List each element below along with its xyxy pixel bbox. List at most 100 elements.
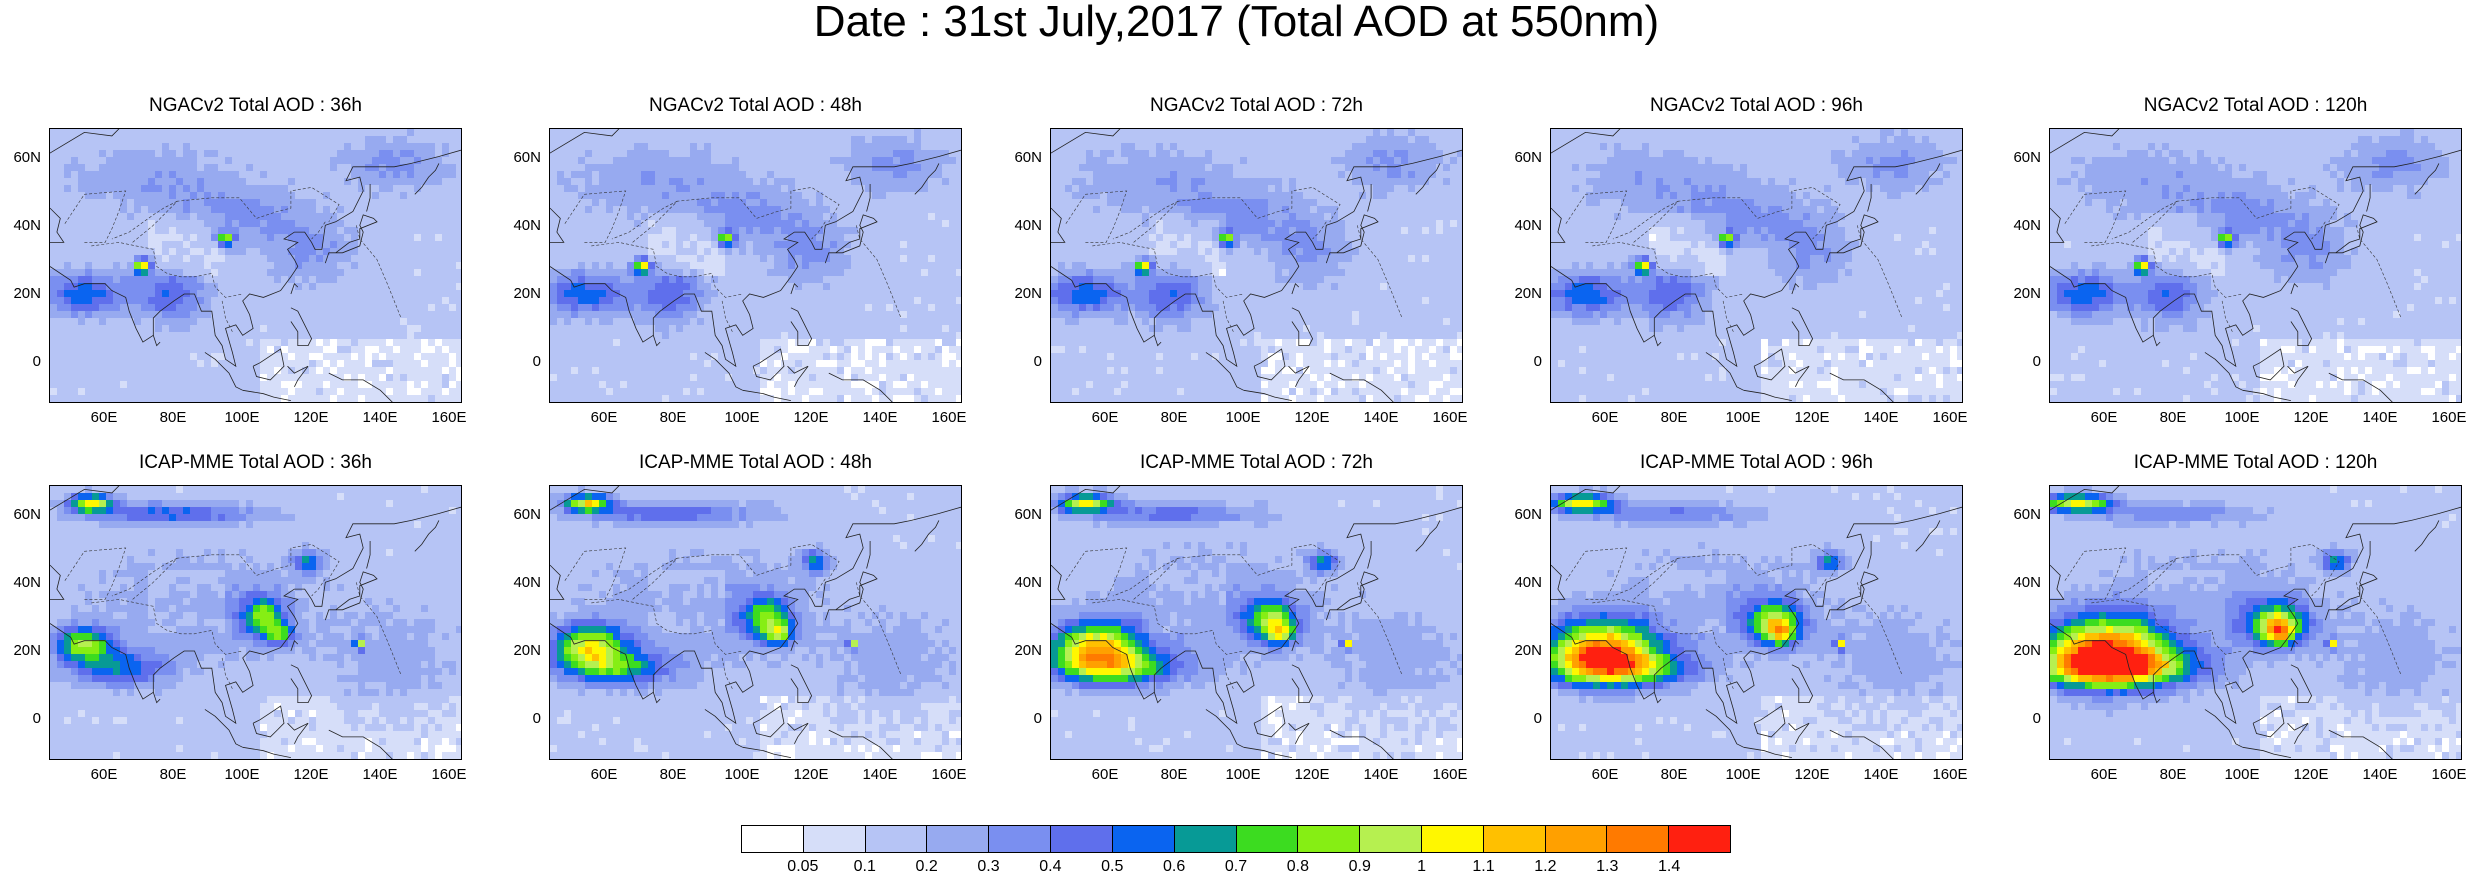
y-tick-label: 60N [1012,507,1042,523]
colorbar-label: 1.1 [1462,858,1506,876]
x-tick-label: 100E [218,410,266,426]
y-tick-label: 40N [1512,575,1542,591]
y-tick-label: 60N [1012,150,1042,166]
colorbar-box [804,826,866,852]
y-tick-label: 40N [2011,218,2041,234]
colorbar-box [1051,826,1113,852]
y-tick-label: 60N [2011,150,2041,166]
colorbar-box [742,826,804,852]
aod-map [50,486,462,760]
y-tick-label: 0 [11,711,41,727]
x-tick-label: 60E [580,410,628,426]
x-tick-label: 120E [1788,767,1836,783]
y-tick-label: 20N [2011,643,2041,659]
x-tick-label: 60E [1581,410,1629,426]
panel-title: ICAP-MME Total AOD : 36h [46,452,466,474]
x-tick-label: 100E [1219,410,1267,426]
x-tick-label: 60E [1581,767,1629,783]
aod-field [1551,129,1963,403]
aod-map [2050,486,2462,760]
colorbar-box [1360,826,1422,852]
colorbar-label: 1 [1400,858,1444,876]
x-tick-label: 120E [287,767,335,783]
x-tick-label: 140E [1857,767,1905,783]
colorbar-box [1175,826,1237,852]
x-tick-label: 60E [80,767,128,783]
panel-title: ICAP-MME Total AOD : 96h [1547,452,1967,474]
colorbar-label: 0.5 [1090,858,1134,876]
y-tick-label: 20N [511,643,541,659]
map-panel-ngacv2-96h [1550,128,1963,403]
colorbar-box [1669,826,1730,852]
aod-field [550,486,962,760]
x-tick-label: 60E [1081,410,1129,426]
map-panel-ngacv2-48h [549,128,962,403]
x-tick-label: 160E [1926,410,1974,426]
colorbar-label: 0.9 [1338,858,1382,876]
x-tick-label: 120E [287,410,335,426]
aod-field [1051,129,1463,403]
y-tick-label: 60N [511,150,541,166]
y-tick-label: 60N [11,150,41,166]
y-tick-label: 0 [1512,711,1542,727]
y-tick-label: 0 [1012,354,1042,370]
x-tick-label: 80E [2149,410,2197,426]
aod-field [550,129,962,403]
x-tick-label: 60E [80,410,128,426]
y-tick-label: 40N [1012,575,1042,591]
colorbar-box [866,826,928,852]
x-tick-label: 80E [149,410,197,426]
colorbar-box [1607,826,1669,852]
map-panel-icap-mme-48h [549,485,962,760]
x-tick-label: 60E [580,767,628,783]
y-tick-label: 20N [11,286,41,302]
colorbar-label: 0.6 [1152,858,1196,876]
y-tick-label: 0 [511,711,541,727]
map-panel-icap-mme-96h [1550,485,1963,760]
y-tick-label: 20N [511,286,541,302]
map-panel-icap-mme-120h [2049,485,2462,760]
x-tick-label: 80E [649,767,697,783]
x-tick-label: 100E [218,767,266,783]
colorbar-label: 0.05 [781,858,825,876]
x-tick-label: 140E [856,767,904,783]
y-tick-label: 40N [511,218,541,234]
panel-title: NGACv2 Total AOD : 120h [2046,95,2466,117]
aod-map [50,129,462,403]
x-tick-label: 120E [1288,410,1336,426]
x-tick-label: 140E [2356,410,2404,426]
y-tick-label: 0 [1012,711,1042,727]
y-tick-label: 60N [11,507,41,523]
x-tick-label: 100E [2218,410,2266,426]
x-tick-label: 160E [2425,767,2473,783]
x-tick-label: 80E [1150,767,1198,783]
y-tick-label: 0 [11,354,41,370]
colorbar-box [1237,826,1299,852]
aod-map [550,129,962,403]
x-tick-label: 60E [1081,767,1129,783]
aod-field [2050,129,2462,403]
x-tick-label: 120E [2287,410,2335,426]
map-panel-icap-mme-72h [1050,485,1463,760]
x-tick-label: 140E [356,767,404,783]
y-tick-label: 40N [11,575,41,591]
y-tick-label: 0 [511,354,541,370]
x-tick-label: 140E [356,410,404,426]
x-tick-label: 80E [649,410,697,426]
colorbar-label: 0.2 [905,858,949,876]
x-tick-label: 80E [2149,767,2197,783]
panel-title: NGACv2 Total AOD : 36h [46,95,466,117]
aod-map [2050,129,2462,403]
y-tick-label: 60N [2011,507,2041,523]
y-tick-label: 40N [2011,575,2041,591]
x-tick-label: 160E [925,410,973,426]
aod-field [2050,486,2462,760]
map-panel-ngacv2-36h [49,128,462,403]
y-tick-label: 0 [1512,354,1542,370]
colorbar-box [1113,826,1175,852]
colorbar-box [1484,826,1546,852]
x-tick-label: 60E [2080,767,2128,783]
x-tick-label: 120E [787,410,835,426]
x-tick-label: 160E [2425,410,2473,426]
panel-title: ICAP-MME Total AOD : 48h [546,452,966,474]
